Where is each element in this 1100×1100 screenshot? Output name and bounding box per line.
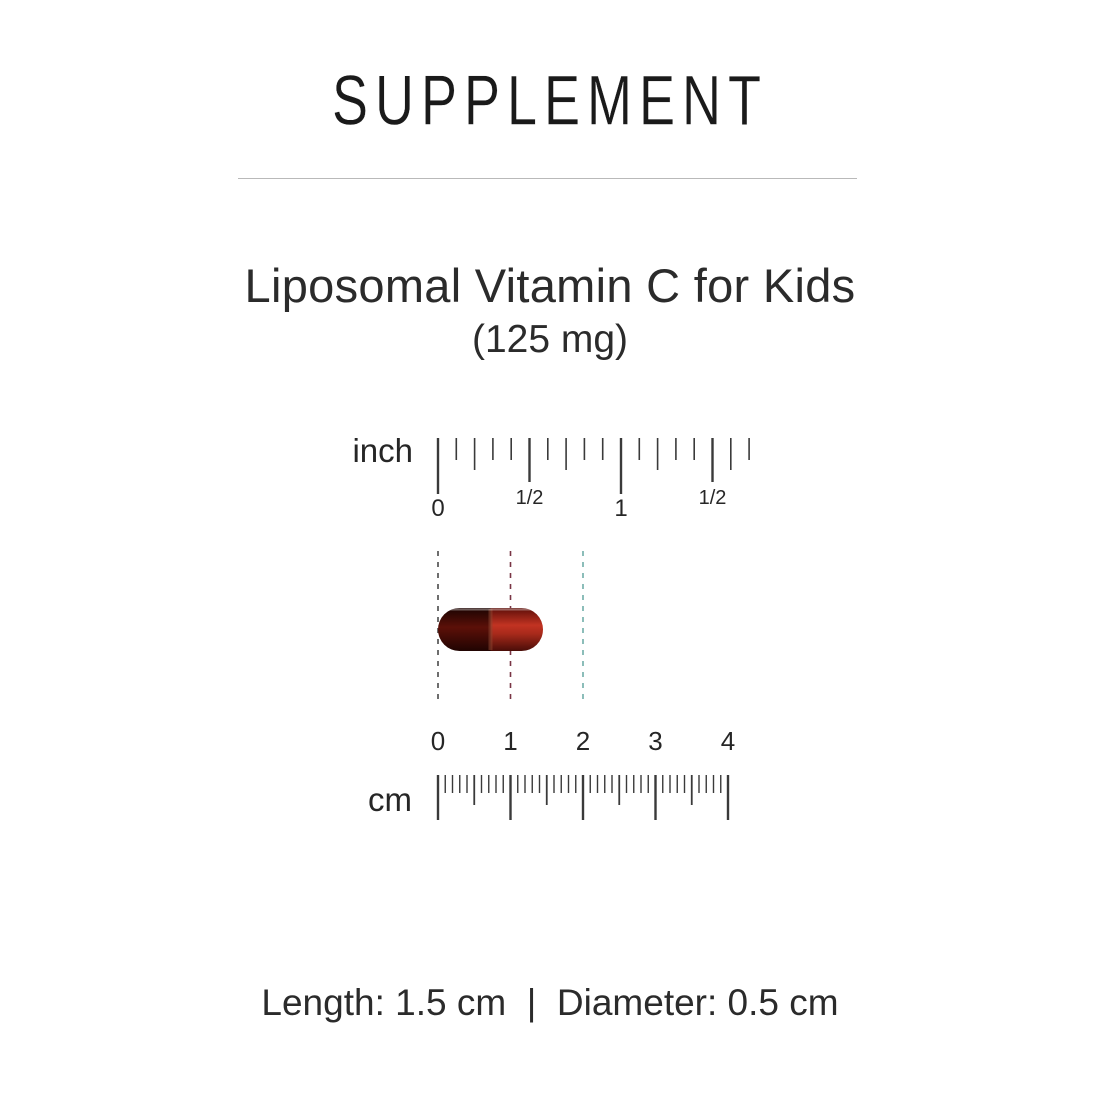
svg-text:0: 0 [431, 495, 444, 522]
svg-text:1/2: 1/2 [699, 487, 727, 509]
svg-text:0: 0 [431, 726, 445, 756]
svg-text:4: 4 [721, 726, 735, 756]
svg-text:1: 1 [503, 726, 517, 756]
svg-text:1: 1 [614, 495, 627, 522]
svg-text:2: 2 [576, 726, 590, 756]
svg-text:3: 3 [648, 726, 662, 756]
svg-text:inch: inch [352, 432, 413, 469]
svg-text:1/2: 1/2 [516, 487, 544, 509]
svg-text:cm: cm [368, 781, 412, 818]
